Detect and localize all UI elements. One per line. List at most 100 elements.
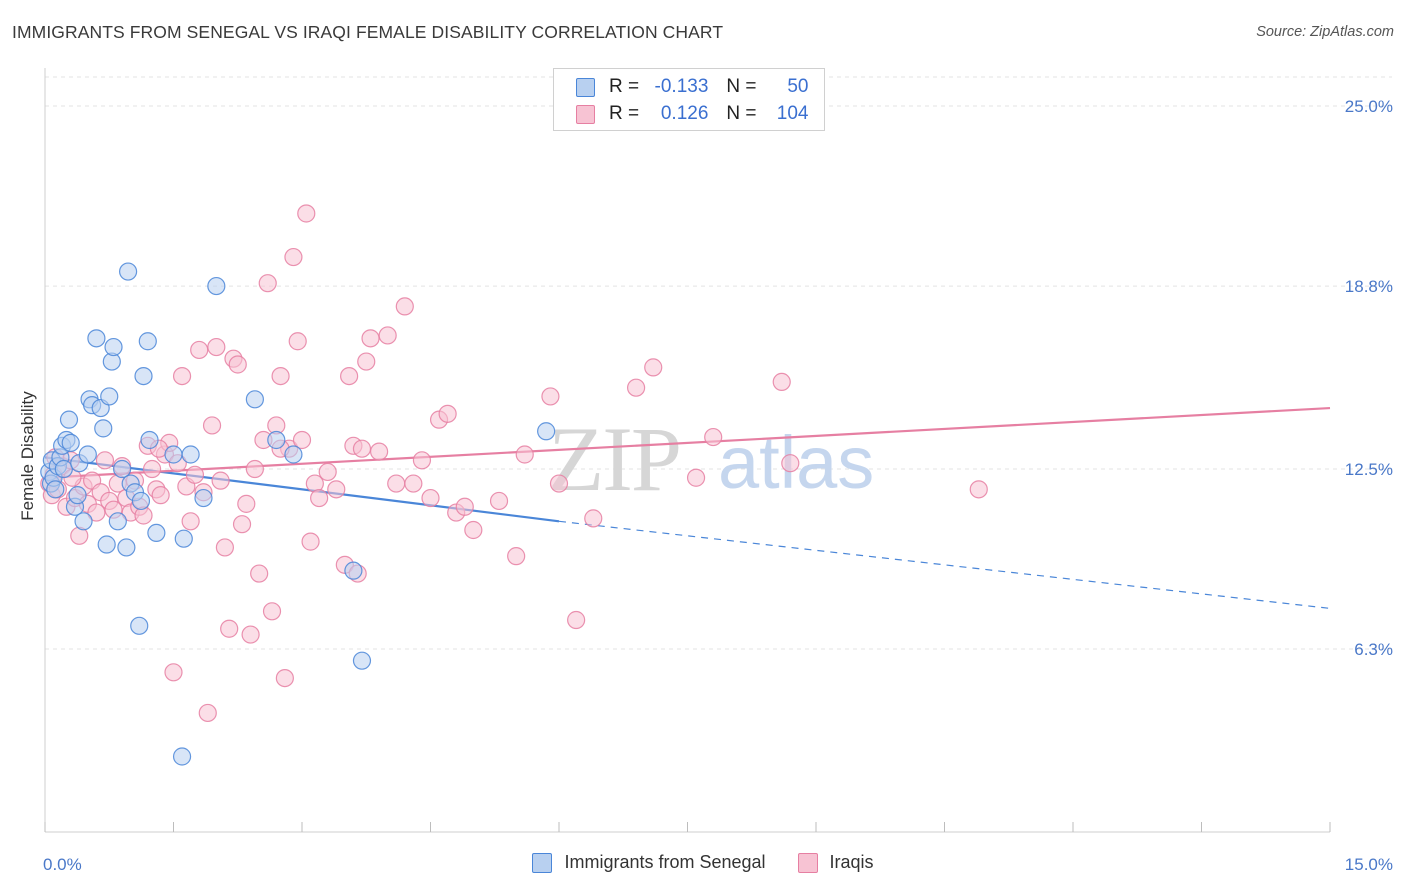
- data-point-iraqis: [142, 459, 162, 479]
- data-point-senegal: [172, 747, 192, 766]
- data-point-iraqis: [644, 358, 663, 377]
- data-point-senegal: [112, 459, 132, 479]
- y-tick-label: 25.0%: [1345, 97, 1393, 116]
- data-point-iraqis: [211, 471, 230, 490]
- watermark: ZIP atlas: [548, 408, 874, 510]
- data-point-senegal: [78, 445, 97, 464]
- legend-swatch-iraqis: [797, 852, 818, 873]
- data-point-senegal: [59, 410, 79, 429]
- legend-label-senegal: Immigrants from Senegal: [564, 852, 766, 872]
- r-label: R =: [609, 103, 640, 124]
- data-point-senegal: [130, 616, 149, 635]
- legend-swatch-senegal: [576, 77, 595, 97]
- legend-item-senegal[interactable]: Immigrants from Senegal: [532, 852, 766, 873]
- legend-swatch-iraqis: [576, 104, 595, 124]
- trend-line-extension: [558, 520, 1331, 610]
- data-point-iraqis: [95, 451, 115, 470]
- data-point-iraqis: [164, 663, 183, 682]
- series-legend: Immigrants from Senegal Iraqis: [0, 852, 1406, 873]
- data-point-iraqis: [310, 488, 329, 508]
- data-point-senegal: [267, 430, 286, 450]
- data-point-iraqis: [567, 610, 586, 630]
- data-point-iraqis: [584, 509, 603, 528]
- trend-line-iraqis: [44, 406, 1331, 479]
- data-point-iraqis: [232, 515, 252, 534]
- trend-layer: [44, 406, 1331, 610]
- legend-row-iraqis: R = 0.126 N = 104: [576, 101, 809, 127]
- data-point-senegal: [245, 390, 264, 409]
- chart-title: IMMIGRANTS FROM SENEGAL VS IRAQI FEMALE …: [12, 22, 724, 42]
- data-point-senegal: [94, 419, 113, 438]
- data-point-senegal: [104, 337, 123, 357]
- data-point-iraqis: [395, 297, 414, 316]
- data-point-iraqis: [378, 326, 397, 345]
- data-point-iraqis: [969, 480, 988, 499]
- data-point-iraqis: [292, 430, 312, 450]
- data-point-senegal: [174, 529, 193, 548]
- data-point-iraqis: [87, 503, 106, 522]
- grid-layer: [45, 76, 1392, 650]
- data-point-iraqis: [340, 366, 359, 386]
- data-point-senegal: [131, 491, 151, 511]
- data-point-senegal: [87, 329, 106, 348]
- data-point-iraqis: [284, 247, 303, 267]
- r-label: R =: [609, 76, 640, 97]
- data-point-senegal: [68, 486, 87, 505]
- data-point-iraqis: [704, 427, 723, 447]
- data-point-iraqis: [772, 372, 791, 392]
- data-point-senegal: [537, 422, 556, 441]
- data-point-iraqis: [185, 465, 205, 484]
- data-point-iraqis: [357, 352, 376, 371]
- source-credit: Source: ZipAtlas.com: [1256, 24, 1394, 40]
- data-point-iraqis: [245, 459, 264, 479]
- legend-row-senegal: R = -0.133 N = 50: [576, 74, 809, 100]
- x-tick-label: 15.0%: [1345, 855, 1393, 874]
- data-point-iraqis: [288, 332, 307, 351]
- data-point-iraqis: [387, 474, 406, 493]
- data-point-senegal: [194, 488, 213, 508]
- legend-item-iraqis[interactable]: Iraqis: [797, 852, 874, 873]
- data-point-senegal: [207, 276, 226, 296]
- data-point-iraqis: [327, 480, 346, 499]
- data-point-senegal: [164, 445, 183, 464]
- data-point-iraqis: [271, 366, 290, 386]
- data-point-iraqis: [241, 625, 260, 644]
- data-point-iraqis: [686, 468, 706, 487]
- data-point-iraqis: [181, 512, 200, 531]
- data-point-iraqis: [237, 494, 256, 513]
- data-point-iraqis: [404, 474, 423, 493]
- data-point-senegal: [74, 512, 93, 531]
- x-tick-label: 0.0%: [43, 855, 82, 874]
- data-point-iraqis: [172, 366, 192, 386]
- data-point-iraqis: [250, 564, 269, 583]
- data-point-iraqis: [275, 668, 294, 688]
- legend-label-iraqis: Iraqis: [829, 852, 874, 872]
- data-point-iraqis: [438, 404, 457, 423]
- y-tick-label: 12.5%: [1345, 460, 1393, 479]
- data-point-iraqis: [215, 538, 234, 557]
- data-point-iraqis: [626, 378, 646, 397]
- n-label: N =: [726, 76, 757, 97]
- data-point-iraqis: [202, 416, 222, 435]
- correlation-legend: R = -0.133 N = 50 R = 0.126 N = 104: [553, 68, 825, 131]
- data-point-iraqis: [207, 337, 226, 357]
- data-point-iraqis: [515, 445, 534, 464]
- data-point-senegal: [147, 523, 166, 543]
- data-point-iraqis: [220, 619, 239, 638]
- data-point-senegal: [352, 651, 372, 670]
- points-layer: [40, 204, 988, 766]
- data-point-iraqis: [549, 474, 569, 493]
- data-point-iraqis: [301, 532, 320, 551]
- data-point-iraqis: [361, 329, 380, 348]
- data-point-iraqis: [370, 442, 389, 461]
- data-point-senegal: [181, 445, 200, 464]
- watermark-zip: ZIP: [548, 408, 680, 510]
- data-point-iraqis: [228, 355, 247, 374]
- data-point-senegal: [117, 538, 136, 557]
- data-point-iraqis: [297, 204, 316, 223]
- data-point-senegal: [100, 387, 119, 406]
- y-tick-label: 6.3%: [1354, 640, 1393, 659]
- y-tick-label: 18.8%: [1345, 277, 1393, 296]
- data-point-iraqis: [352, 439, 372, 458]
